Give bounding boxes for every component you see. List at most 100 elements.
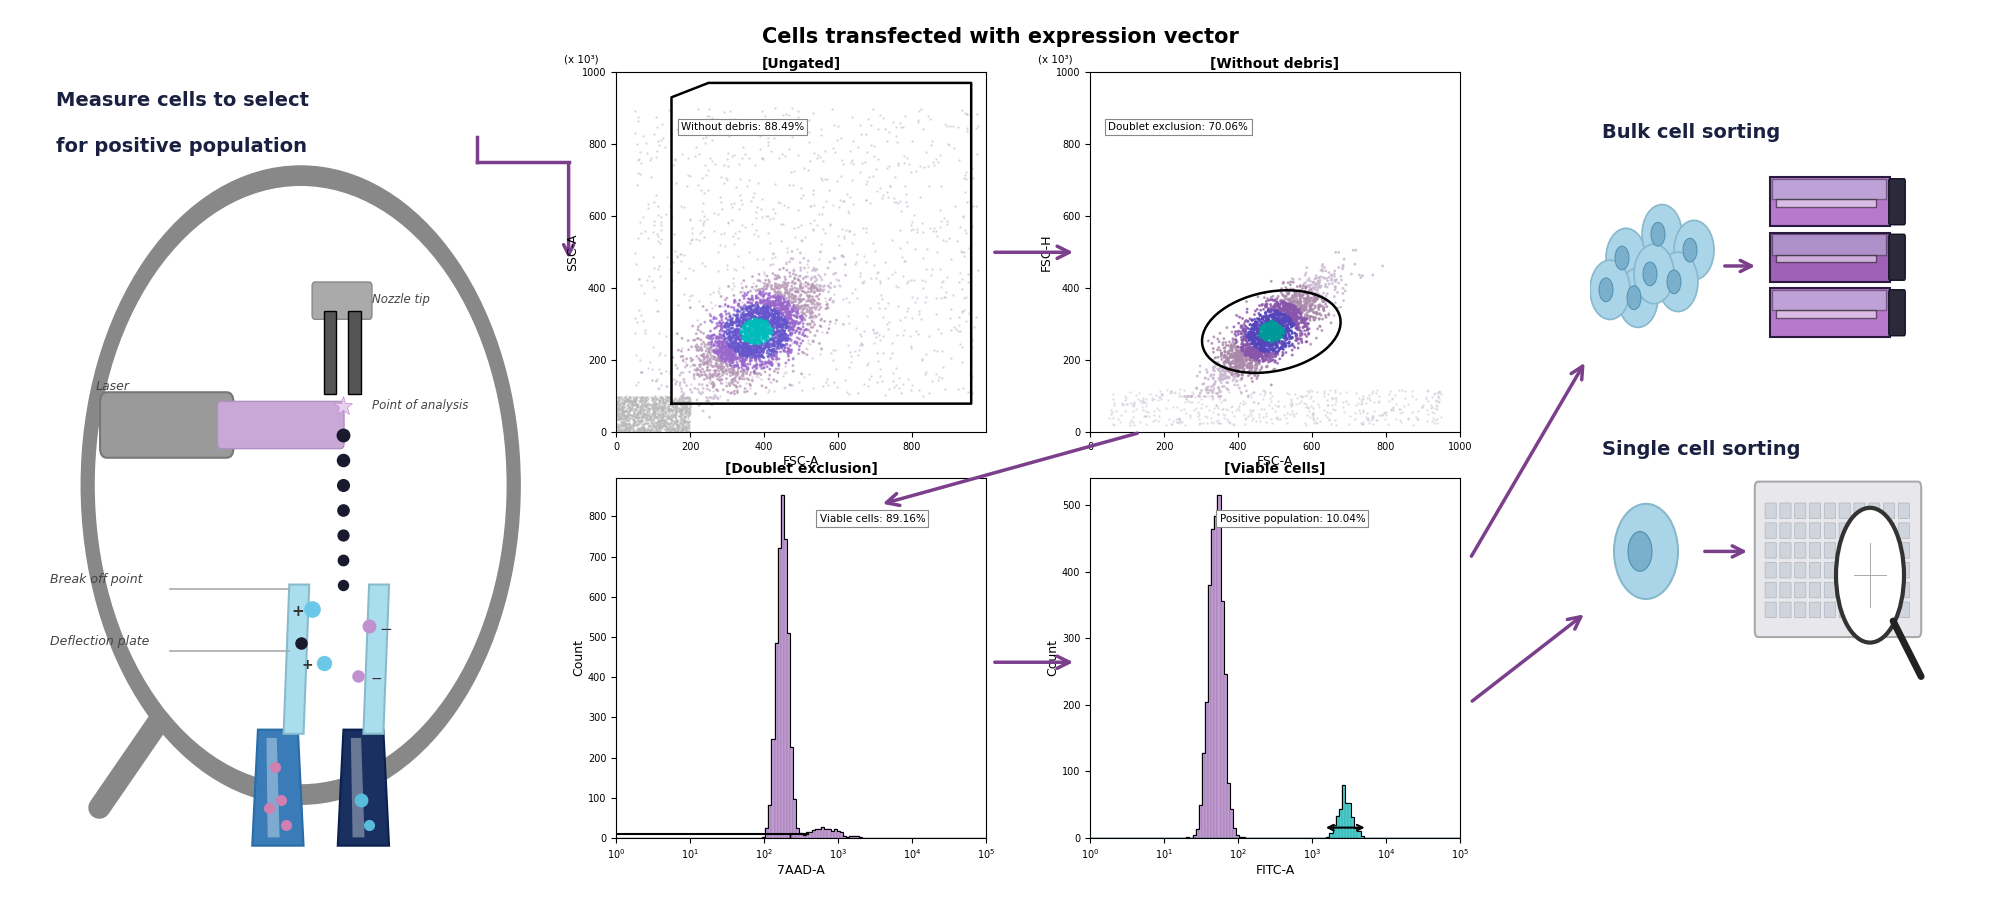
- Point: [666, 341, 698, 355]
- Point: [734, 305, 766, 320]
- Point: [648, 399, 680, 414]
- Point: [632, 415, 664, 430]
- Point: [1252, 314, 1284, 328]
- Point: [948, 249, 980, 263]
- FancyBboxPatch shape: [1794, 503, 1806, 518]
- Point: [802, 207, 834, 222]
- Point: [1168, 383, 1200, 397]
- Point: [670, 413, 702, 427]
- Point: [1276, 317, 1308, 332]
- Point: [1278, 305, 1310, 320]
- Point: [1272, 320, 1304, 334]
- Point: [682, 332, 714, 346]
- Point: [750, 304, 782, 318]
- Point: [608, 396, 640, 411]
- Point: [1298, 311, 1330, 325]
- Point: [772, 342, 804, 357]
- Point: [778, 300, 810, 314]
- Point: [620, 395, 652, 409]
- Point: [1246, 331, 1278, 345]
- Point: [736, 298, 768, 313]
- Point: [612, 394, 644, 408]
- Point: [1282, 319, 1314, 333]
- Point: [1250, 345, 1282, 359]
- Point: [642, 399, 674, 414]
- Point: [762, 280, 794, 295]
- Point: [746, 302, 778, 316]
- Point: [714, 332, 746, 347]
- Point: [804, 171, 836, 186]
- Point: [1252, 319, 1284, 333]
- Point: [1234, 317, 1266, 332]
- Point: [1240, 345, 1272, 359]
- Point: [710, 319, 742, 333]
- Point: [764, 323, 796, 337]
- Point: [684, 378, 716, 392]
- Point: [614, 407, 646, 422]
- Point: [710, 346, 742, 360]
- Point: [1274, 398, 1306, 413]
- Point: [726, 359, 758, 373]
- Point: [706, 320, 738, 334]
- Point: [794, 311, 826, 325]
- Point: [704, 348, 736, 362]
- Point: [1274, 387, 1306, 401]
- Point: [798, 223, 830, 237]
- Point: [1268, 310, 1300, 324]
- Point: [1424, 386, 1456, 400]
- Point: [1276, 301, 1308, 315]
- Point: [1272, 332, 1304, 346]
- Point: [682, 320, 714, 334]
- Point: [1266, 311, 1298, 325]
- Point: [764, 297, 796, 312]
- Point: [1298, 313, 1330, 327]
- Point: [640, 422, 672, 436]
- Point: [752, 385, 784, 399]
- Point: [734, 305, 766, 319]
- Point: [1240, 341, 1272, 356]
- Point: [1318, 267, 1350, 281]
- Point: [1250, 319, 1282, 333]
- Circle shape: [1836, 508, 1904, 642]
- Point: [1248, 331, 1280, 345]
- Point: [654, 398, 686, 413]
- Point: [728, 349, 760, 363]
- Point: [1270, 296, 1302, 310]
- Point: [1296, 278, 1328, 292]
- Point: [1298, 305, 1330, 320]
- Point: [764, 296, 796, 310]
- Point: [692, 354, 724, 369]
- Point: [784, 280, 816, 295]
- Point: [752, 302, 784, 316]
- Point: [764, 289, 796, 304]
- Point: [1130, 409, 1162, 423]
- Point: [1258, 332, 1290, 347]
- Point: [760, 330, 792, 344]
- Point: [762, 332, 794, 347]
- Point: [656, 350, 688, 364]
- Point: [638, 420, 670, 434]
- Point: [746, 332, 778, 346]
- Point: [790, 230, 822, 244]
- Point: [748, 312, 780, 326]
- Point: [778, 271, 810, 286]
- Point: [666, 423, 698, 437]
- Point: [1224, 341, 1256, 355]
- Point: [1280, 301, 1312, 315]
- Point: [1218, 327, 1250, 341]
- Point: [708, 332, 740, 347]
- Point: [740, 319, 772, 333]
- Point: [738, 349, 770, 363]
- Point: [704, 299, 736, 314]
- Point: [770, 298, 802, 313]
- Point: [1250, 309, 1282, 323]
- Point: [1248, 335, 1280, 350]
- Point: [660, 423, 692, 438]
- Point: [618, 404, 650, 418]
- Point: [806, 325, 838, 340]
- Point: [1268, 308, 1300, 323]
- Point: [904, 382, 936, 396]
- Point: [624, 167, 656, 181]
- Point: [1254, 297, 1286, 312]
- Point: [1198, 363, 1230, 378]
